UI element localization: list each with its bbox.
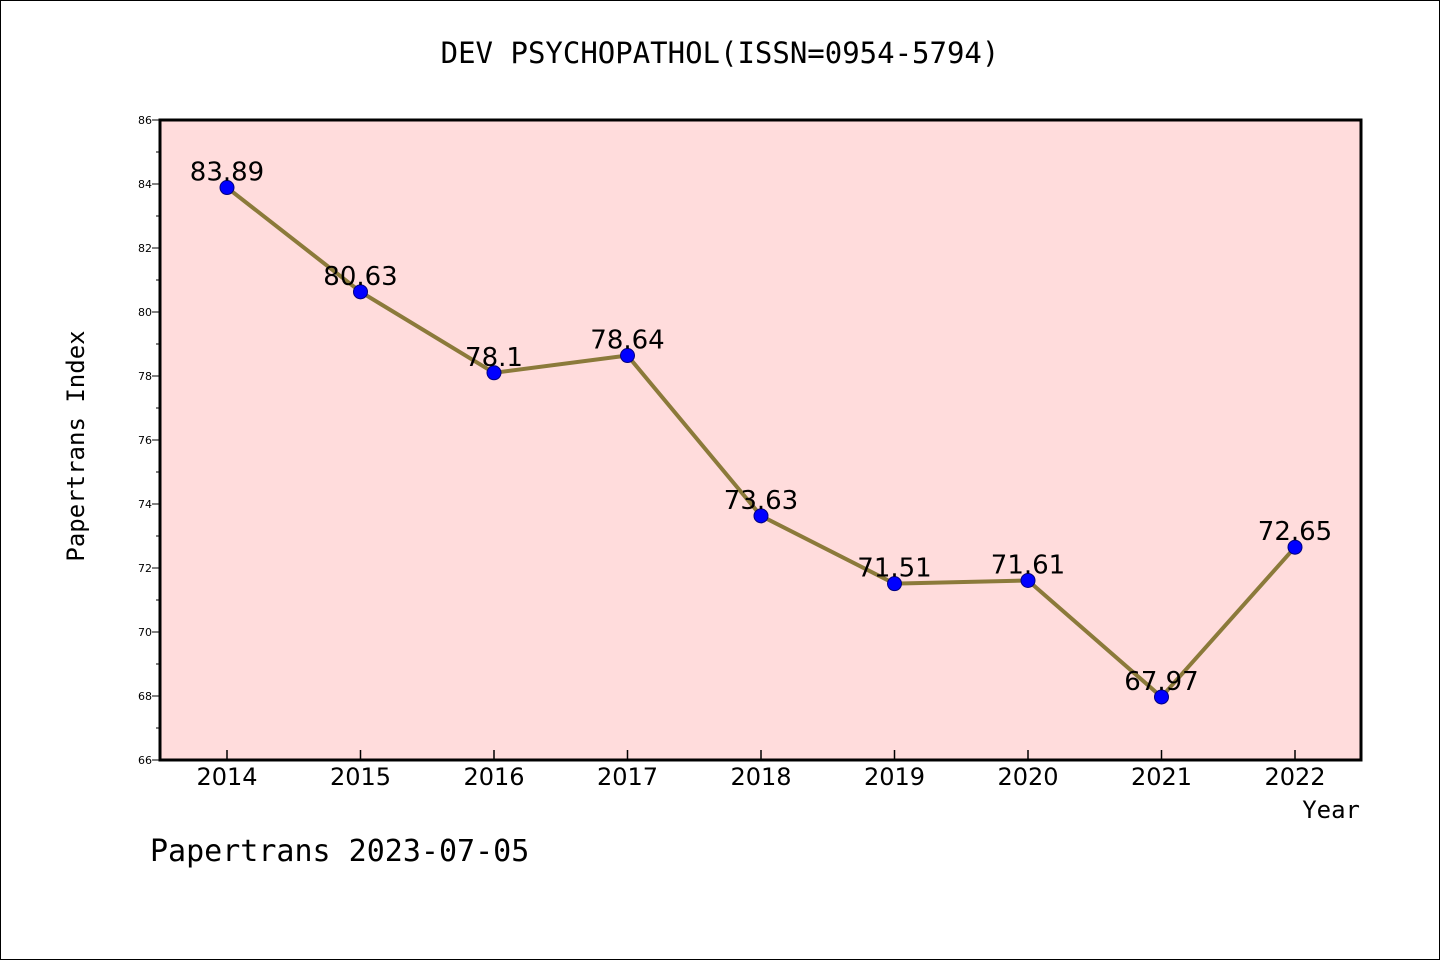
x-tick-label: 2022	[1264, 763, 1325, 791]
data-point	[887, 576, 902, 592]
data-point	[620, 348, 635, 364]
x-tick-label: 2015	[330, 763, 391, 791]
data-point	[1020, 572, 1036, 588]
data-point	[753, 508, 769, 524]
y-tick-label: 82	[138, 242, 152, 255]
y-tick-label: 74	[138, 498, 152, 511]
data-label: 72.65	[1258, 517, 1332, 547]
y-tick-label: 66	[138, 754, 152, 767]
data-point	[1287, 539, 1303, 555]
y-tick-label: 68	[138, 690, 152, 703]
x-axis: 2014 2015 2016 2017 2018 2019 2020 2021 2022	[196, 750, 1326, 791]
series: 83.89 80.63 78.1 78.64 73.63 71.51 71.61 67.97 7…	[190, 158, 1332, 705]
data-label: 71.51	[857, 554, 931, 584]
y-tick-label: 76	[138, 434, 152, 447]
x-tick-label: 2014	[196, 763, 257, 791]
x-tick-label: 2017	[597, 763, 658, 791]
data-label: 67.97	[1124, 667, 1198, 697]
x-tick-label: 2018	[730, 763, 791, 791]
y-axis: 66 68 70 72 74 76 78 80 82 84 86	[138, 114, 160, 767]
data-label: 78.64	[590, 326, 664, 356]
plot-area	[160, 120, 1361, 760]
y-tick-label: 84	[138, 178, 152, 191]
y-tick-label: 86	[138, 114, 152, 127]
footer-note: Papertrans 2023-07-05	[150, 834, 530, 869]
chart-title: DEV PSYCHOPATHOL(ISSN=0954-5794)	[440, 36, 1000, 70]
y-tick-label: 72	[138, 562, 152, 575]
data-point	[219, 180, 235, 196]
data-label: 71.61	[991, 550, 1065, 580]
x-axis-label: Year	[1302, 796, 1360, 824]
data-point	[1154, 689, 1169, 705]
data-label: 80.63	[323, 262, 397, 292]
y-tick-label: 78	[138, 370, 152, 383]
plot-border	[158, 118, 1363, 762]
data-label: 73.63	[724, 486, 798, 516]
data-label: 78.1	[465, 343, 523, 373]
data-point	[486, 365, 502, 381]
y-tick-label: 70	[138, 626, 152, 639]
data-point	[353, 284, 368, 300]
x-tick-label: 2016	[463, 763, 524, 791]
y-tick-label: 80	[138, 306, 152, 319]
x-tick-label: 2020	[997, 763, 1058, 791]
data-label: 83.89	[190, 158, 264, 188]
x-tick-label: 2021	[1131, 763, 1192, 791]
x-tick-label: 2019	[864, 763, 925, 791]
